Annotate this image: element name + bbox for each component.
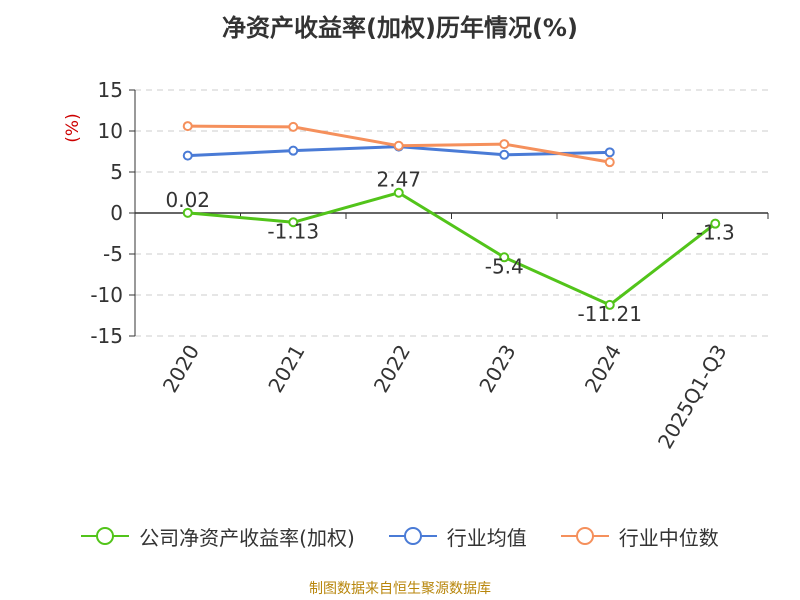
chart-legend: 公司净资产收益率(加权) 行业均值 行业中位数 <box>0 520 800 552</box>
data-label: -5.4 <box>485 254 524 278</box>
data-label: 0.02 <box>165 188 210 212</box>
series-line <box>187 191 717 307</box>
chart-title: 净资产收益率(加权)历年情况(%) <box>222 14 578 42</box>
data-point <box>710 218 721 229</box>
data-point <box>288 145 299 156</box>
legend-item[interactable]: 行业均值 <box>388 522 527 551</box>
line-chart: 15 10 5 0 -5 -10 -15 (%) 2020 2021 2022 2023 2024 202… <box>63 78 769 453</box>
data-point <box>604 147 615 158</box>
y-tick-label: 5 <box>110 160 123 184</box>
legend-swatch-marker <box>403 527 422 545</box>
legend-label: 行业中位数 <box>618 525 719 550</box>
data-label: -11.21 <box>578 302 642 326</box>
data-point <box>182 150 193 161</box>
y-tick-label: -5 <box>103 242 123 266</box>
x-tick-label: 2020 <box>158 341 204 397</box>
legend-swatch <box>388 527 437 545</box>
legend-swatch-marker <box>575 527 594 545</box>
data-point <box>288 217 299 228</box>
x-tick-label: 2023 <box>474 341 520 397</box>
data-point <box>182 121 193 132</box>
data-point <box>393 187 404 198</box>
x-tick-label: 2024 <box>580 341 626 397</box>
legend-label: 行业均值 <box>446 525 527 550</box>
data-point <box>604 157 615 168</box>
x-tick-label: 2025Q1-Q3 <box>653 341 732 453</box>
x-tick-label: 2022 <box>369 341 415 397</box>
data-source-note: 制图数据来自恒生聚源数据库 <box>309 581 491 597</box>
data-label: -1.13 <box>267 219 319 243</box>
x-tick-label: 2021 <box>263 341 309 397</box>
data-point <box>499 139 510 150</box>
legend-swatch <box>560 527 609 545</box>
y-tick-label: -10 <box>90 283 123 307</box>
legend-item[interactable]: 公司净资产收益率(加权) <box>81 522 355 551</box>
y-tick-label: -15 <box>90 324 123 348</box>
data-label: -1.3 <box>696 221 735 245</box>
y-axis-label: (%) <box>63 113 83 142</box>
legend-label: 公司净资产收益率(加权) <box>139 525 355 550</box>
data-point <box>499 252 510 263</box>
legend-swatch-marker <box>96 527 115 545</box>
y-tick-label: 15 <box>98 78 123 102</box>
legend-swatch <box>81 527 130 545</box>
y-tick-label: 10 <box>98 119 123 143</box>
data-point <box>393 140 404 151</box>
data-label: 2.47 <box>376 168 421 192</box>
y-tick-label: 0 <box>110 201 123 225</box>
data-point <box>604 299 615 310</box>
legend-item[interactable]: 行业中位数 <box>560 522 719 551</box>
data-point <box>499 149 510 160</box>
data-point <box>182 207 193 218</box>
data-point <box>288 121 299 132</box>
